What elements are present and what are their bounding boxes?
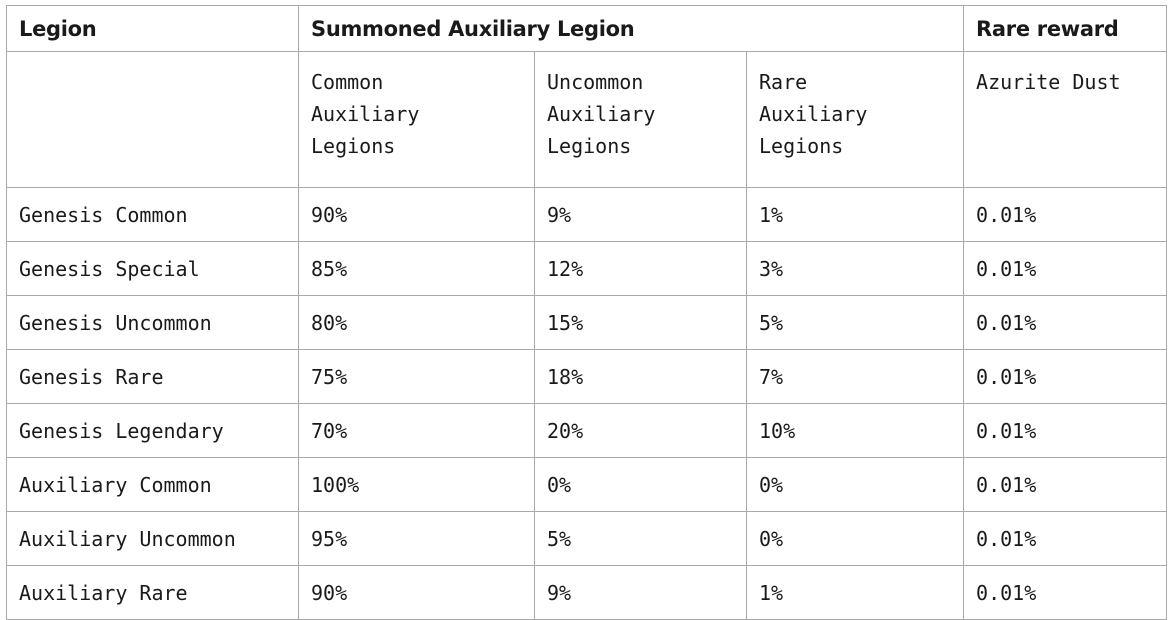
cell-common: 100% xyxy=(298,457,535,512)
cell-common: 90% xyxy=(298,187,535,242)
cell-rare: 10% xyxy=(745,403,965,458)
subheader-empty-cell xyxy=(6,51,299,188)
table-row: Genesis Legendary 70% 20% 10% 0.01% xyxy=(6,403,1168,458)
subheader-common-line-2: Auxiliary xyxy=(311,102,420,126)
header-summoned-auxiliary-legion: Summoned Auxiliary Legion xyxy=(297,5,965,52)
cell-legion: Auxiliary Common xyxy=(6,457,299,512)
cell-reward: 0.01% xyxy=(963,295,1168,350)
cell-legion: Genesis Uncommon xyxy=(6,295,299,350)
table-row: Genesis Common 90% 9% 1% 0.01% xyxy=(6,187,1168,242)
subheader-rare-line-1: Rare xyxy=(759,70,808,94)
cell-common: 70% xyxy=(298,403,535,458)
cell-legion: Auxiliary Uncommon xyxy=(6,511,299,566)
subheader-rare: Rare Auxiliary Legions xyxy=(745,51,965,188)
subheader-azurite-dust: Azurite Dust xyxy=(963,51,1168,188)
table-row: Auxiliary Common 100% 0% 0% 0.01% xyxy=(6,457,1168,512)
cell-rare: 1% xyxy=(745,565,965,620)
cell-uncommon: 18% xyxy=(534,349,747,404)
cell-common: 85% xyxy=(298,241,535,296)
cell-common: 80% xyxy=(298,295,535,350)
subheader-uncommon: Uncommon Auxiliary Legions xyxy=(534,51,747,188)
cell-common: 90% xyxy=(298,565,535,620)
cell-reward: 0.01% xyxy=(963,457,1168,512)
cell-reward: 0.01% xyxy=(963,349,1168,404)
cell-uncommon: 12% xyxy=(534,241,747,296)
cell-legion: Genesis Legendary xyxy=(6,403,299,458)
cell-uncommon: 0% xyxy=(534,457,747,512)
cell-rare: 7% xyxy=(745,349,965,404)
cell-legion: Genesis Common xyxy=(6,187,299,242)
cell-legion: Genesis Rare xyxy=(6,349,299,404)
cell-reward: 0.01% xyxy=(963,187,1168,242)
summon-rates-table: Legion Summoned Auxiliary Legion Rare re… xyxy=(6,5,1168,620)
table-row: Auxiliary Uncommon 95% 5% 0% 0.01% xyxy=(6,511,1168,566)
table-subheader-row: Common Auxiliary Legions Uncommon Auxili… xyxy=(6,51,1168,188)
subheader-rare-line-2: Auxiliary xyxy=(759,102,868,126)
header-rare-reward: Rare reward xyxy=(963,5,1168,52)
table-header-row: Legion Summoned Auxiliary Legion Rare re… xyxy=(6,5,1168,52)
cell-rare: 1% xyxy=(745,187,965,242)
cell-uncommon: 20% xyxy=(534,403,747,458)
cell-common: 95% xyxy=(298,511,535,566)
cell-reward: 0.01% xyxy=(963,241,1168,296)
cell-uncommon: 15% xyxy=(534,295,747,350)
cell-uncommon: 9% xyxy=(534,187,747,242)
subheader-common-line-1: Common xyxy=(311,70,384,94)
subheader-common: Common Auxiliary Legions xyxy=(298,51,535,188)
table-row: Genesis Uncommon 80% 15% 5% 0.01% xyxy=(6,295,1168,350)
cell-common: 75% xyxy=(298,349,535,404)
cell-rare: 0% xyxy=(745,457,965,512)
subheader-uncommon-line-1: Uncommon xyxy=(547,70,644,94)
subheader-uncommon-line-2: Auxiliary xyxy=(547,102,656,126)
subheader-uncommon-line-3: Legions xyxy=(547,134,632,158)
cell-rare: 5% xyxy=(745,295,965,350)
cell-rare: 3% xyxy=(745,241,965,296)
cell-rare: 0% xyxy=(745,511,965,566)
subheader-common-line-3: Legions xyxy=(311,134,396,158)
cell-reward: 0.01% xyxy=(963,565,1168,620)
header-legion: Legion xyxy=(6,5,299,52)
cell-legion: Auxiliary Rare xyxy=(6,565,299,620)
cell-uncommon: 5% xyxy=(534,511,747,566)
table-row: Genesis Rare 75% 18% 7% 0.01% xyxy=(6,349,1168,404)
cell-reward: 0.01% xyxy=(963,403,1168,458)
cell-reward: 0.01% xyxy=(963,511,1168,566)
table-row: Auxiliary Rare 90% 9% 1% 0.01% xyxy=(6,565,1168,620)
cell-legion: Genesis Special xyxy=(6,241,299,296)
table-row: Genesis Special 85% 12% 3% 0.01% xyxy=(6,241,1168,296)
cell-uncommon: 9% xyxy=(534,565,747,620)
subheader-rare-line-3: Legions xyxy=(759,134,844,158)
